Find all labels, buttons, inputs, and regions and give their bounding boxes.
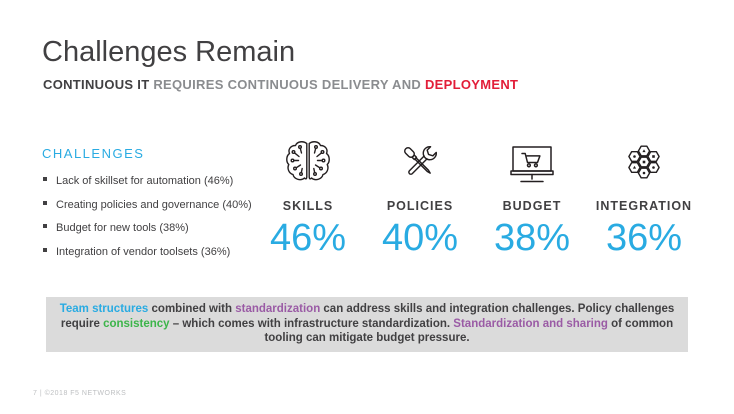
callout-segment: – which comes with infrastructure standa… <box>169 317 454 330</box>
callout-segment: consistency <box>103 317 170 330</box>
challenge-item-label: Creating policies and governance (40%) <box>56 198 252 211</box>
list-item: Lack of skillset for automation (46%) <box>42 175 272 187</box>
stat-value: 40% <box>381 217 459 259</box>
callout-segment: Standardization and sharing <box>453 317 608 330</box>
challenge-item-label: Integration of vendor toolsets (36%) <box>56 245 231 258</box>
subtitle: CONTINUOUS IT REQUIRES CONTINUOUS DELIVE… <box>43 77 518 92</box>
stat-budget: BUDGET 38% <box>476 136 588 257</box>
callout-segment: can address skills and integration chall… <box>60 303 675 330</box>
stat-label: BUDGET <box>502 199 562 213</box>
bullet-square-icon <box>43 177 47 181</box>
list-item: Creating policies and governance (40%) <box>42 199 272 211</box>
tools-icon <box>404 146 437 175</box>
stat-label: SKILLS <box>282 199 334 213</box>
stat-integration: INTEGRATION 36% <box>588 136 700 257</box>
challenges-section: CHALLENGES Lack of skillset for automati… <box>42 146 272 269</box>
footer-copyright: 7 | ©2018 F5 NETWORKS <box>33 390 127 397</box>
challenge-item-label: Lack of skillset for automation (46%) <box>56 175 234 187</box>
bullet-square-icon <box>43 247 47 252</box>
callout-segment: of common tooling can mitigate budget pr… <box>264 317 674 345</box>
subtitle-part-continuous-it: CONTINUOUS IT <box>43 77 150 92</box>
bullet-square-icon <box>43 200 47 205</box>
stat-skills: SKILLS 46% <box>252 136 364 257</box>
stat-value: 38% <box>493 217 571 259</box>
challenges-heading: CHALLENGES <box>42 146 145 161</box>
hexagon-cluster-icon <box>628 145 660 179</box>
stat-policies: POLICIES 40% <box>364 136 476 257</box>
page-title: Challenges Remain <box>42 36 296 68</box>
brain-circuit-icon <box>286 141 330 181</box>
bullet-square-icon <box>43 224 47 228</box>
stats-row: SKILLS 46% POLICIES 40% <box>252 136 700 257</box>
callout-segment: Team structures <box>59 303 149 315</box>
list-item: Budget for new tools (38%) <box>42 222 272 234</box>
challenge-item-label: Budget for new tools (38%) <box>56 222 189 234</box>
callout-segment: standardization <box>235 303 321 315</box>
subtitle-part-deployment: DEPLOYMENT <box>424 77 519 92</box>
challenges-list: Lack of skillset for automation (46%) Cr… <box>42 175 272 258</box>
stat-label: INTEGRATION <box>595 199 693 213</box>
subtitle-part-middle: REQUIRES CONTINUOUS DELIVERY AND <box>149 77 425 92</box>
monitor-cart-icon <box>510 146 554 183</box>
list-item: Integration of vendor toolsets (36%) <box>42 246 272 258</box>
callout-bar: Team structures combined with standardiz… <box>46 297 688 353</box>
callout-segment: combined with <box>148 303 236 315</box>
stat-label: POLICIES <box>386 199 454 213</box>
stat-value: 36% <box>605 217 683 259</box>
stat-value: 46% <box>269 217 347 259</box>
